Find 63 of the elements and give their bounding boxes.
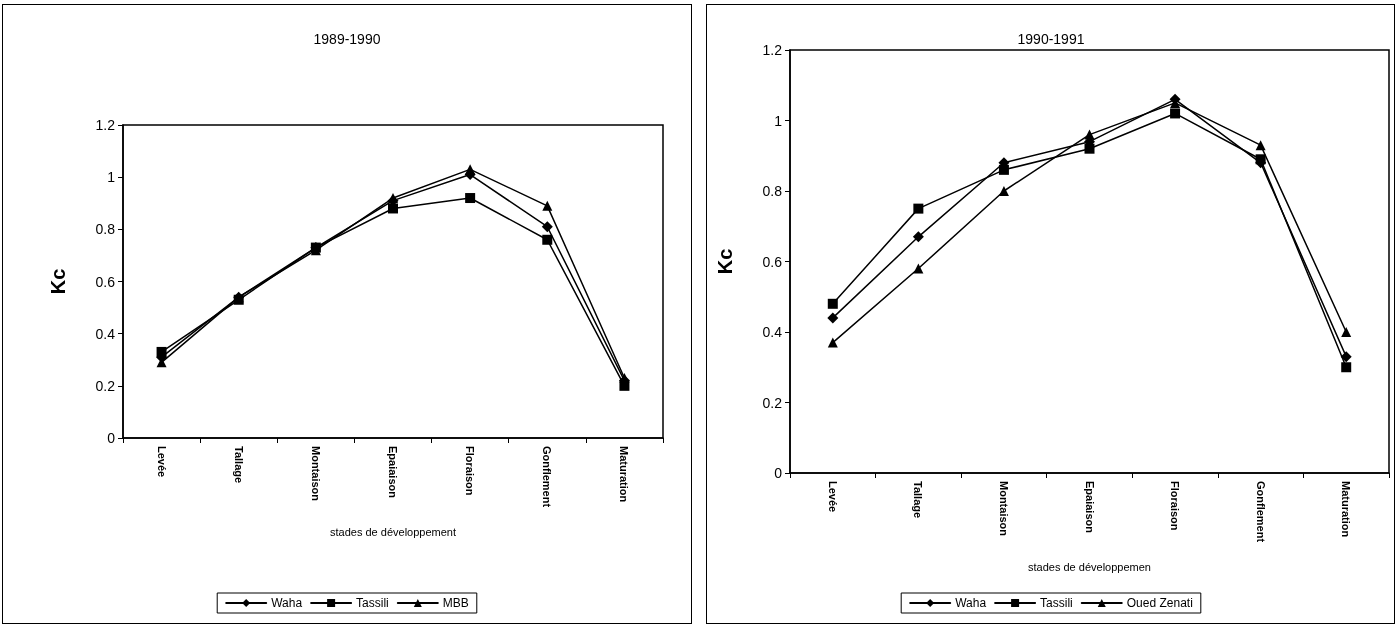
point [912, 263, 923, 274]
y-tick-label: 0.4 [95, 325, 116, 342]
y-tick-label: 0.6 [762, 253, 782, 270]
legend-label: Tassili [1039, 596, 1073, 610]
point [826, 312, 838, 324]
point [998, 164, 1009, 175]
y-tick-label: 0.2 [95, 377, 116, 394]
x-tick-label: Montaison [309, 446, 322, 502]
y-axis-title: Kc [47, 268, 69, 295]
y-tick-label: 1.2 [762, 42, 782, 58]
point [1340, 362, 1351, 373]
x-tick-label: Gonflement [541, 446, 554, 508]
point [1340, 351, 1352, 363]
point [998, 186, 1009, 196]
y-tick-label: 1 [773, 112, 782, 129]
x-tick-label: Maturation [618, 446, 631, 503]
x-tick-label: Floraison [464, 446, 477, 496]
point [156, 346, 167, 357]
point [1340, 327, 1351, 337]
legend-label: MBB [442, 596, 469, 610]
x-axis-title: stades de développement [330, 525, 456, 538]
legend-label: Oued Zenati [1126, 596, 1193, 610]
y-tick-label: 0.4 [762, 324, 782, 340]
x-tick-label: Levée [826, 481, 839, 513]
chart-title: 1990-1991 [1017, 31, 1085, 47]
legend-label: Waha [271, 596, 303, 610]
x-tick-label: Tallage [911, 481, 924, 519]
y-tick-label: 0.8 [762, 183, 782, 199]
point [1255, 140, 1266, 151]
point [465, 193, 476, 204]
y-tick-label: 0 [107, 430, 116, 446]
y-tick-label: 0.2 [762, 394, 782, 411]
point [542, 234, 553, 245]
x-tick-label: Epaiaison [1083, 481, 1095, 534]
legend-label: Tassili [356, 596, 389, 610]
y-axis-title: Kc [713, 248, 736, 275]
x-tick-label: Floraison [1168, 481, 1181, 531]
point [388, 203, 398, 214]
point [465, 164, 476, 175]
x-tick-label: Maturation [1339, 481, 1352, 538]
point [912, 231, 924, 243]
chart-title: 1989-1990 [313, 31, 381, 47]
point [1255, 154, 1266, 165]
legend-label: Waha [954, 596, 986, 610]
y-tick-label: 1 [107, 169, 116, 186]
x-tick-label: Gonflement [1254, 481, 1267, 543]
y-tick-label: 1.2 [95, 117, 116, 133]
x-tick-label: Montaison [997, 481, 1010, 537]
x-axis-title: stades de développemen [1027, 560, 1151, 573]
x-tick-label: Levée [155, 446, 168, 478]
point [827, 298, 838, 309]
point [542, 200, 553, 211]
y-tick-label: 0.6 [95, 273, 116, 290]
point [1169, 108, 1180, 119]
point [541, 221, 553, 233]
point [1084, 129, 1094, 140]
x-tick-label: Tallage [232, 446, 245, 484]
x-tick-label: Epaiaison [387, 446, 399, 499]
point [827, 337, 838, 348]
point [1084, 143, 1094, 154]
y-tick-label: 0.8 [95, 221, 116, 238]
y-tick-label: 0 [773, 465, 782, 481]
point [912, 203, 923, 214]
